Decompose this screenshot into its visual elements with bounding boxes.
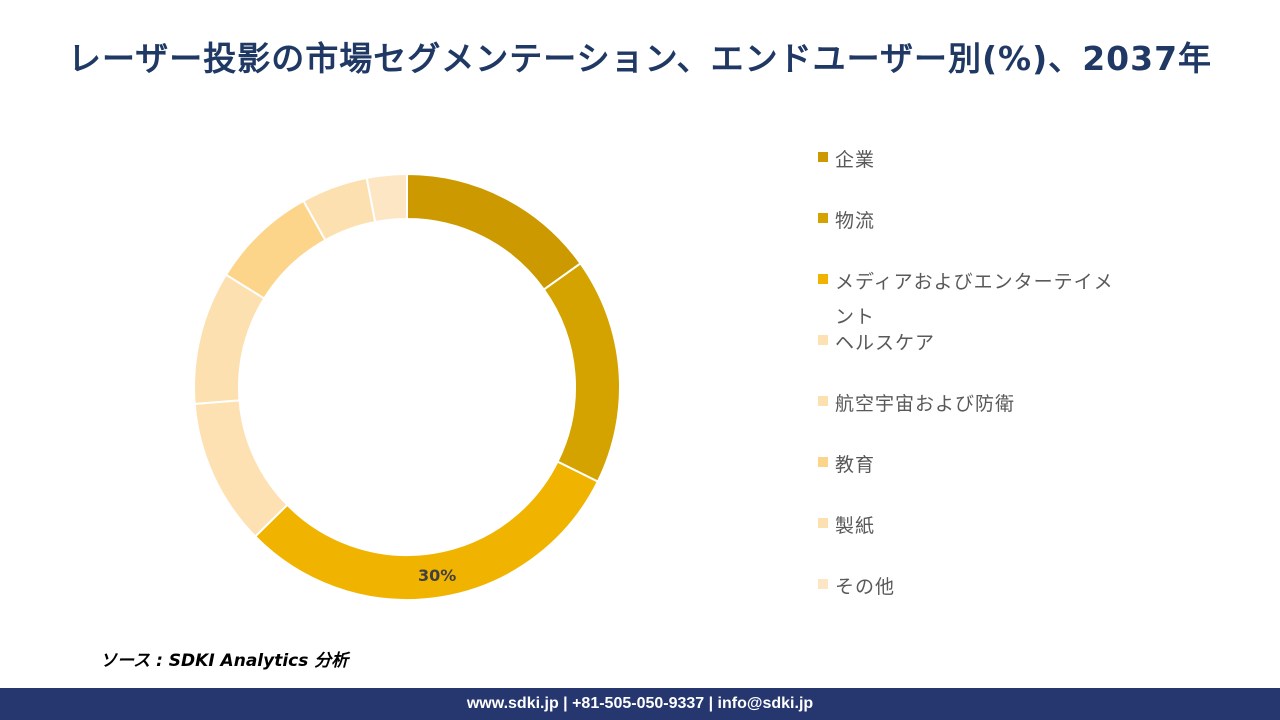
legend-swatch	[818, 152, 828, 162]
legend-item: 教育	[818, 448, 1125, 483]
donut-slice	[193, 399, 289, 538]
legend-item: その他	[818, 570, 1125, 605]
legend-label: 企業	[835, 149, 876, 171]
legend-swatch	[818, 213, 828, 223]
legend-swatch	[818, 457, 828, 467]
donut-slice	[365, 172, 408, 224]
legend-label: その他	[835, 576, 896, 598]
legend-label: 物流	[835, 210, 876, 232]
legend-item: 物流	[818, 204, 1125, 239]
legend-item: 航空宇宙および防衛	[818, 387, 1125, 422]
chart-title: レーザー投影の市場セグメンテーション、エンドユーザー別(%)、2037年	[67, 39, 1213, 78]
donut-slice	[542, 262, 621, 483]
legend-item: ヘルスケア	[818, 326, 1125, 361]
legend-swatch	[818, 579, 828, 589]
legend-label: 航空宇宙および防衛	[835, 393, 1016, 415]
donut-chart: 30%	[193, 172, 621, 601]
legend-item: メディアおよびエンターテイメント	[818, 265, 1125, 335]
legend-item: 企業	[818, 143, 1125, 178]
legend-item: 製紙	[818, 509, 1125, 544]
legend-label: 教育	[835, 454, 876, 476]
legend-swatch	[818, 335, 828, 345]
legend-label: 製紙	[835, 515, 876, 537]
legend-swatch	[818, 274, 828, 284]
footer-contact-bar: www.sdki.jp | +81-505-050-9337 | info@sd…	[0, 688, 1280, 720]
donut-slice	[406, 172, 582, 291]
legend-swatch	[818, 518, 828, 528]
legend-swatch	[818, 396, 828, 406]
donut-slice	[193, 273, 266, 405]
donut-slice	[224, 199, 327, 300]
legend-label: ヘルスケア	[835, 332, 936, 354]
legend-label: メディアおよびエンターテイメント	[835, 271, 1114, 328]
source-note: ソース : SDKI Analytics 分析	[100, 651, 349, 671]
slice-data-label: 30%	[418, 566, 456, 585]
